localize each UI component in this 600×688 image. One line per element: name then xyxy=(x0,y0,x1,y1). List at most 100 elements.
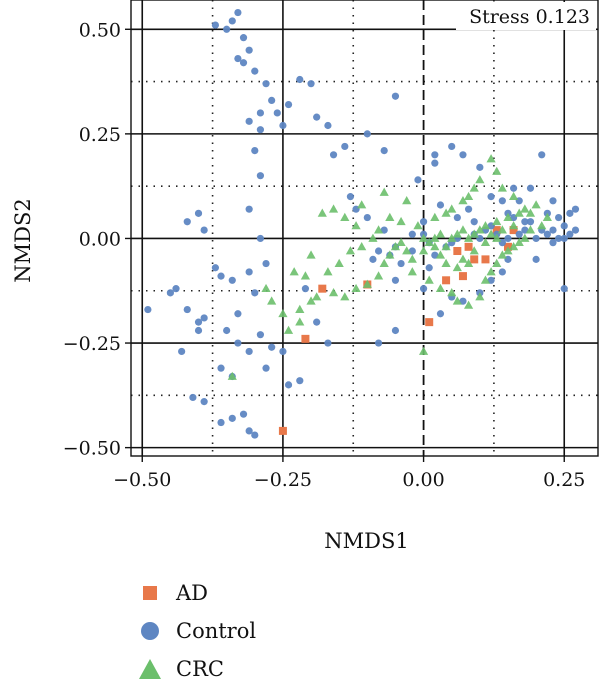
crc-point xyxy=(317,208,327,217)
control-point xyxy=(268,343,276,351)
crc-point xyxy=(542,212,552,221)
ad-point xyxy=(509,226,518,235)
crc-point xyxy=(435,229,446,238)
crc-point xyxy=(430,233,440,242)
control-point xyxy=(256,126,265,134)
crc-point xyxy=(340,212,350,221)
stress-annotation: Stress 0.123 xyxy=(469,6,590,28)
control-point xyxy=(239,410,248,418)
legend-label-crc: CRC xyxy=(176,657,224,681)
control-point xyxy=(363,213,371,222)
ad-point xyxy=(301,334,310,343)
ad-point xyxy=(470,255,479,264)
x-tick-label: −0.25 xyxy=(254,469,312,491)
control-point xyxy=(273,109,281,117)
control-point xyxy=(166,289,174,297)
crc-point xyxy=(509,221,519,230)
crc-point xyxy=(373,271,384,280)
crc-point xyxy=(357,242,367,251)
control-point xyxy=(521,218,529,226)
y-tick-label: −0.50 xyxy=(63,438,121,460)
crc-point xyxy=(351,283,361,293)
control-point xyxy=(555,213,563,222)
control-point xyxy=(296,75,304,84)
control-point xyxy=(307,80,315,88)
control-point xyxy=(560,234,568,243)
y-tick-label: 0.50 xyxy=(79,19,121,41)
x-tick-label: −0.50 xyxy=(113,469,171,491)
series-control-points xyxy=(144,8,580,439)
control-point xyxy=(526,184,535,192)
control-point xyxy=(346,193,355,201)
control-point xyxy=(251,147,259,155)
crc-point xyxy=(486,229,496,238)
control-point xyxy=(459,151,467,159)
ad-point xyxy=(464,242,473,251)
crc-point xyxy=(402,196,412,205)
control-point xyxy=(200,314,208,322)
crc-point xyxy=(379,258,389,267)
control-point xyxy=(374,339,383,347)
control-point xyxy=(436,201,445,209)
control-point xyxy=(234,8,242,17)
x-axis-ticks: −0.50 −0.25 0.00 0.25 xyxy=(113,456,585,491)
control-point xyxy=(284,100,293,109)
control-point xyxy=(369,255,377,263)
crc-point xyxy=(447,288,457,297)
control-point xyxy=(459,297,467,305)
control-point xyxy=(324,121,332,130)
control-point xyxy=(555,234,563,243)
control-point xyxy=(234,339,242,347)
crc-point xyxy=(531,200,541,209)
crc-point xyxy=(469,229,479,238)
stress-box xyxy=(456,2,596,30)
crc-point xyxy=(402,246,412,255)
control-point xyxy=(521,226,529,234)
control-point xyxy=(391,326,400,335)
control-point xyxy=(515,230,523,238)
ad-point xyxy=(458,272,467,281)
control-point xyxy=(245,117,253,125)
circle-marker-icon xyxy=(138,619,162,643)
control-point xyxy=(380,147,388,155)
crc-point xyxy=(396,216,406,226)
crc-point xyxy=(475,225,485,234)
crc-point xyxy=(441,208,451,217)
control-point xyxy=(234,54,242,63)
control-point xyxy=(380,226,388,234)
crc-point xyxy=(357,200,367,209)
crc-point xyxy=(509,242,519,251)
crc-point xyxy=(463,300,474,309)
control-point xyxy=(391,276,400,284)
control-point xyxy=(228,414,236,422)
control-point xyxy=(211,264,219,272)
crc-point xyxy=(520,204,530,213)
legend-item-control: Control xyxy=(138,612,256,650)
crc-point xyxy=(312,292,322,301)
crc-point xyxy=(306,296,316,305)
crc-point xyxy=(492,258,502,267)
legend-label-control: Control xyxy=(176,619,257,643)
control-point xyxy=(571,226,580,234)
crc-point xyxy=(503,212,513,221)
crc-point xyxy=(497,250,507,259)
control-point xyxy=(498,197,506,205)
crc-point xyxy=(390,242,401,251)
control-point xyxy=(391,92,400,100)
control-point xyxy=(284,381,293,389)
ad-point xyxy=(425,318,434,327)
legend-item-crc: CRC xyxy=(138,650,256,688)
y-tick-label: 0.25 xyxy=(79,124,121,146)
control-point xyxy=(560,285,568,293)
control-point xyxy=(436,310,445,318)
control-point xyxy=(419,285,428,293)
crc-point xyxy=(278,308,288,318)
crc-point xyxy=(509,191,519,201)
control-point xyxy=(262,80,270,88)
crc-point xyxy=(503,246,513,255)
crc-point xyxy=(452,229,462,238)
crc-point xyxy=(261,283,271,293)
crc-point xyxy=(514,237,524,247)
control-point xyxy=(324,339,332,347)
control-point xyxy=(453,213,461,222)
